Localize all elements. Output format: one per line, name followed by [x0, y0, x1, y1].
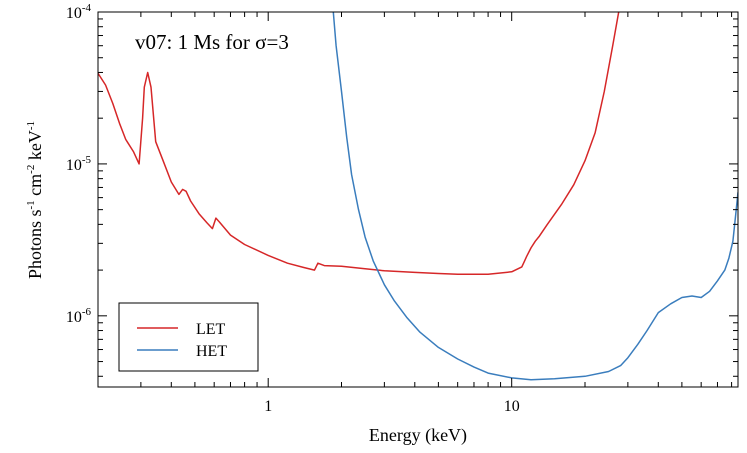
y-tick-label: 10-5 — [66, 154, 92, 174]
y-axis-label: Photons s-1 cm-2 keV-1 — [25, 121, 45, 279]
label-layer: 1 10 10-6 10-5 10-4 — [66, 2, 520, 415]
legend-box — [118, 302, 259, 372]
x-axis-label: Energy (keV) — [369, 425, 467, 446]
x-tick-label: 10 — [504, 398, 520, 415]
series-line-het — [332, 12, 738, 381]
series-layer — [98, 12, 738, 381]
chart-title: v07: 1 Ms for σ=3 — [135, 30, 289, 54]
tick-layer — [97, 11, 738, 387]
legend: LET HET — [118, 302, 259, 372]
series-line-let — [98, 12, 620, 275]
legend-label-let: LET — [196, 321, 226, 338]
plot-frame — [97, 11, 739, 388]
x-tick-label: 1 — [264, 398, 272, 415]
y-tick-label: 10-4 — [66, 2, 92, 22]
y-tick-label: 10-6 — [66, 306, 92, 326]
legend-label-het: HET — [196, 343, 227, 360]
